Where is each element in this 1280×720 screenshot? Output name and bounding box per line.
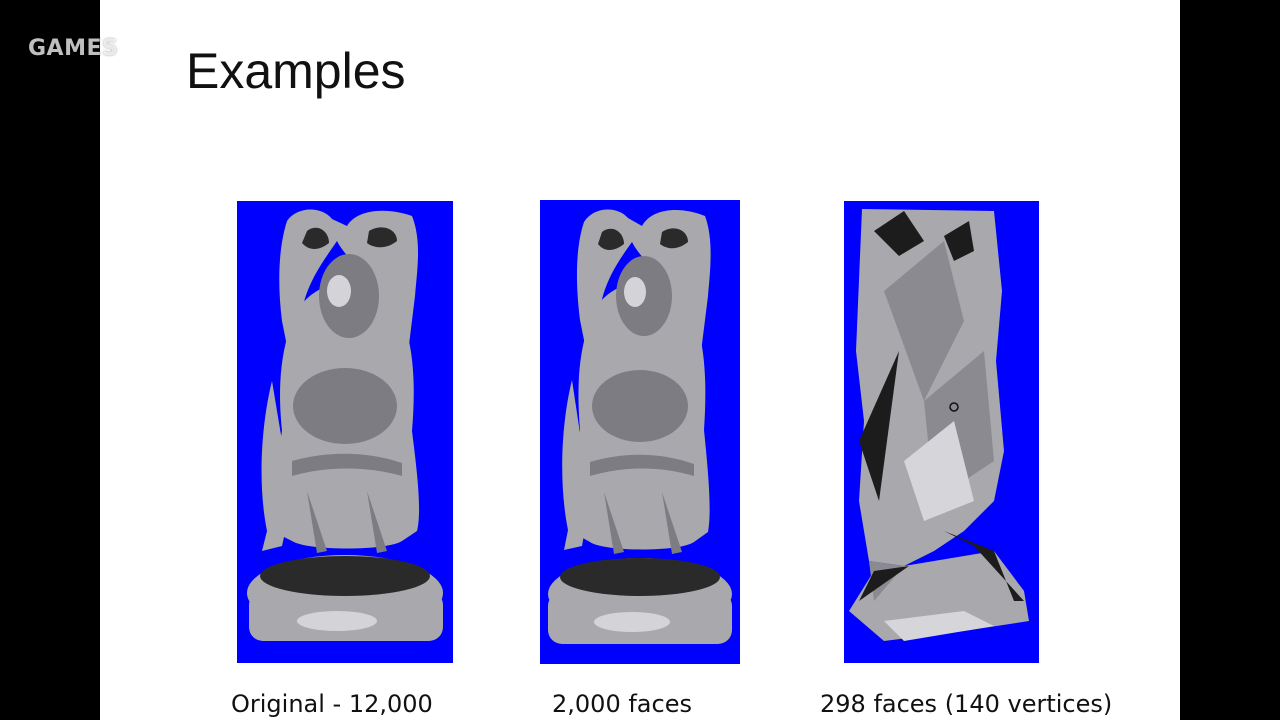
figure-2000-faces xyxy=(540,200,740,664)
buddha-original-image xyxy=(237,201,453,663)
slide: Examples xyxy=(100,0,1180,720)
figure-298-faces xyxy=(844,201,1039,663)
caption-298-faces: 298 faces (140 vertices) xyxy=(820,690,1113,718)
buddha-298-faces-image xyxy=(844,201,1039,663)
caption-2000-faces: 2,000 faces xyxy=(552,690,692,718)
watermark-logo: GAMES xyxy=(28,36,119,61)
buddha-2000-faces-image xyxy=(540,200,740,664)
caption-original: Original - 12,000 xyxy=(231,690,433,718)
slide-title: Examples xyxy=(186,43,406,99)
figure-original xyxy=(237,201,453,663)
